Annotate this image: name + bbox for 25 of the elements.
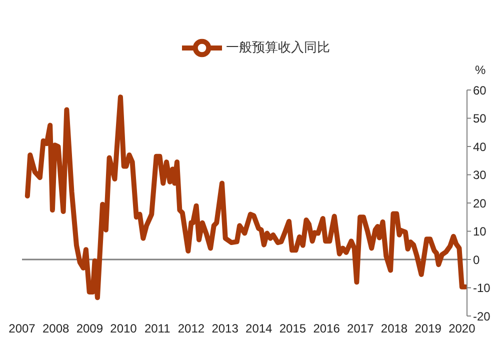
x-tick-label: 2008 — [42, 322, 70, 336]
x-tick-label: 2016 — [313, 322, 340, 336]
x-tick-label: 2012 — [178, 322, 205, 336]
x-tick-label: 2020 — [448, 322, 476, 336]
x-tick-label: 2014 — [246, 322, 273, 336]
y-tick-label: 30 — [473, 168, 487, 182]
x-tick-label: 2009 — [76, 322, 104, 336]
x-tick-label: 2019 — [414, 322, 442, 336]
y-tick-label: 60 — [473, 83, 487, 98]
y-axis-title: % — [475, 63, 486, 77]
x-tick-label: 2010 — [110, 322, 138, 336]
y-tick-label: 40 — [473, 140, 487, 154]
y-tick-label: 50 — [473, 112, 487, 126]
y-tick-label: 0 — [473, 252, 480, 267]
x-tick-label: 2011 — [144, 322, 171, 336]
y-tick-label: -20 — [473, 309, 491, 324]
x-tick-label: 2017 — [347, 322, 374, 336]
x-tick-label: 2018 — [380, 322, 408, 336]
y-tick-label: 20 — [473, 196, 487, 210]
x-tick-label: 2015 — [279, 322, 306, 336]
legend-label: 一般预算收入同比 — [226, 40, 330, 56]
y-tick-label: -10 — [473, 281, 491, 296]
x-tick-label: 2013 — [212, 322, 239, 336]
x-tick-label: 2007 — [8, 322, 36, 336]
y-tick-label: 10 — [473, 224, 487, 239]
